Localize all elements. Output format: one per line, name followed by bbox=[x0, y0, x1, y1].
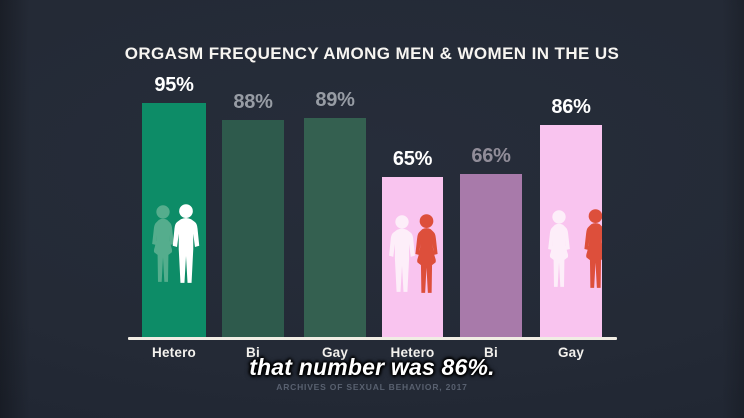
bar-hetero-3 bbox=[382, 177, 443, 337]
man-silhouette-icon bbox=[387, 213, 417, 295]
bar-gay-5 bbox=[540, 125, 602, 337]
category-label-5: Gay bbox=[557, 345, 585, 360]
category-label-1: Bi bbox=[246, 345, 260, 360]
value-label-2: 89% bbox=[315, 89, 355, 111]
bar-bi-1 bbox=[222, 120, 284, 337]
woman-silhouette-icon bbox=[580, 208, 602, 290]
value-label-4: 66% bbox=[471, 145, 511, 167]
woman-silhouette-icon bbox=[148, 203, 178, 285]
woman-silhouette-icon bbox=[411, 213, 442, 295]
category-label-4: Bi bbox=[484, 345, 498, 360]
bar-hetero-0 bbox=[142, 103, 206, 337]
value-label-3: 65% bbox=[392, 148, 433, 170]
x-axis-line bbox=[128, 337, 617, 340]
category-label-2: Gay bbox=[321, 345, 349, 360]
man-silhouette-icon bbox=[170, 203, 202, 285]
value-label-1: 88% bbox=[233, 91, 273, 113]
chart-title: ORGASM FREQUENCY AMONG MEN & WOMEN IN TH… bbox=[124, 44, 620, 63]
bar-gay-2 bbox=[304, 118, 366, 337]
category-label-3: Hetero bbox=[390, 345, 435, 360]
category-label-0: Hetero bbox=[152, 345, 196, 360]
value-label-0: 95% bbox=[154, 74, 194, 96]
source-citation: ARCHIVES OF SEXUAL BEHAVIOR, 2017 bbox=[276, 382, 468, 392]
bar-bi-4 bbox=[460, 174, 522, 337]
woman-silhouette-icon bbox=[544, 208, 574, 290]
value-label-5: 86% bbox=[551, 96, 591, 118]
subtitle-caption: that number was 86%. bbox=[249, 354, 495, 380]
